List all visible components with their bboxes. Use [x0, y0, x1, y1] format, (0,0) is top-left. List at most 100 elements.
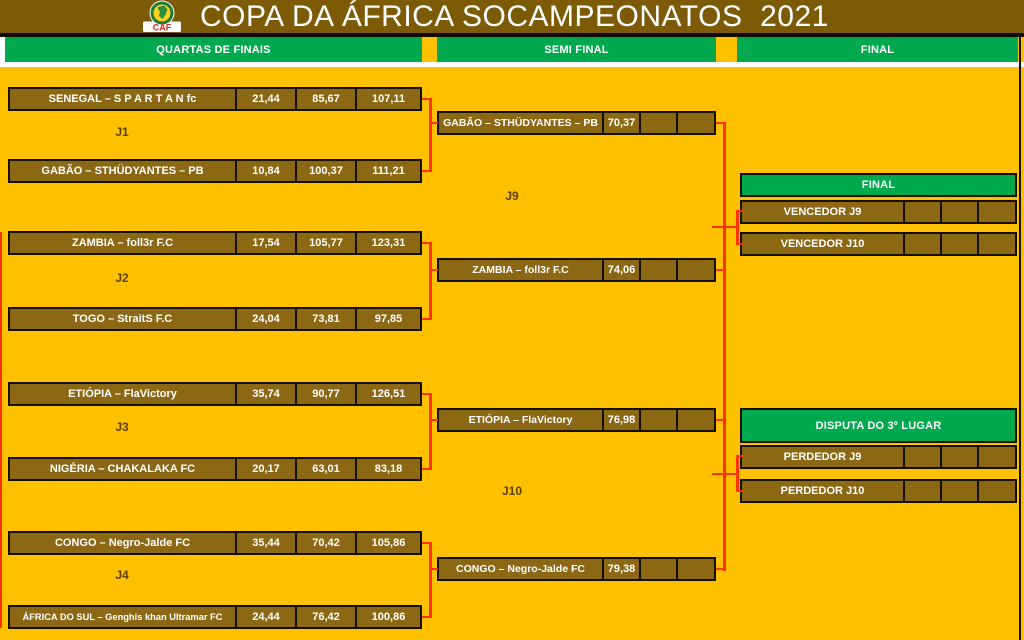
empty-score-cell[interactable] [676, 559, 714, 579]
match-row[interactable]: GABÃO – STHÜDYANTES – PB 70,37 [437, 111, 716, 135]
round-label[interactable]: J10 [501, 484, 523, 498]
score-cell[interactable]: 10,84 [235, 161, 295, 181]
placeholder-team-cell[interactable]: VENCEDOR J10 [780, 238, 865, 250]
team-name-cell[interactable]: NIGÉRIA – CHAKALAKA FC [49, 463, 196, 475]
empty-score-cell[interactable] [977, 447, 1015, 467]
bracket-connector-line [422, 542, 431, 544]
match-row[interactable]: ÁFRICA DO SUL – Genghis khan Ultramar FC… [8, 605, 422, 629]
empty-score-cell[interactable] [977, 234, 1015, 254]
bracket-connector-line [432, 568, 438, 570]
team-name-cell[interactable]: GABÃO – STHÜDYANTES – PB [443, 117, 598, 129]
match-row[interactable]: ETIÓPIA – FlaVictory 35,74 90,77 126,51 [8, 382, 422, 406]
placeholder-team-cell[interactable]: VENCEDOR J9 [783, 206, 862, 218]
bracket-connector-line [432, 419, 438, 421]
score-cell[interactable]: 100,37 [295, 161, 355, 181]
bracket-connector-line [422, 242, 431, 244]
team-name-cell[interactable]: TOGO – StraitS F.C [72, 313, 173, 325]
final-row[interactable]: VENCEDOR J9 [740, 200, 1017, 224]
score-cell[interactable]: 35,44 [235, 533, 295, 553]
team-name-cell[interactable]: ETIÓPIA – FlaVictory [468, 414, 573, 426]
score-cell[interactable]: 74,06 [602, 260, 639, 280]
score-cell[interactable]: 97,85 [355, 309, 420, 329]
score-cell[interactable]: 70,42 [295, 533, 355, 553]
score-cell[interactable]: 24,44 [235, 607, 295, 627]
score-cell[interactable]: 100,86 [355, 607, 420, 627]
header-underline [0, 62, 1024, 67]
bracket-connector-line [736, 210, 739, 245]
score-cell[interactable]: 20,17 [235, 459, 295, 479]
score-cell[interactable]: 73,81 [295, 309, 355, 329]
third-place-row[interactable]: PERDEDOR J10 [740, 479, 1017, 503]
match-row[interactable]: GABÃO – STHÜDYANTES – PB 10,84 100,37 11… [8, 159, 422, 183]
sheet-left-border [0, 232, 2, 628]
team-name-cell[interactable]: SENEGAL – S P A R T A N fc [48, 93, 197, 105]
empty-score-cell[interactable] [639, 260, 676, 280]
bracket-connector-line [422, 616, 431, 618]
empty-score-cell[interactable] [940, 447, 977, 467]
empty-score-cell[interactable] [940, 202, 977, 222]
placeholder-team-cell[interactable]: PERDEDOR J9 [783, 451, 862, 463]
placeholder-team-cell[interactable]: PERDEDOR J10 [780, 485, 865, 497]
score-cell[interactable]: 21,44 [235, 89, 295, 109]
score-cell[interactable]: 107,11 [355, 89, 420, 109]
match-row[interactable]: SENEGAL – S P A R T A N fc 21,44 85,67 1… [8, 87, 422, 111]
empty-score-cell[interactable] [940, 481, 977, 501]
final-box-header[interactable]: FINAL [740, 173, 1017, 197]
bracket-connector-line [422, 170, 431, 172]
round-label[interactable]: J1 [115, 125, 129, 139]
final-row[interactable]: VENCEDOR J10 [740, 232, 1017, 256]
round-label[interactable]: J9 [505, 189, 519, 203]
empty-score-cell[interactable] [676, 410, 714, 430]
empty-score-cell[interactable] [639, 410, 676, 430]
empty-score-cell[interactable] [903, 447, 940, 467]
match-row[interactable]: TOGO – StraitS F.C 24,04 73,81 97,85 [8, 307, 422, 331]
team-name-cell[interactable]: ZAMBIA – foll3r F.C [472, 264, 569, 276]
empty-score-cell[interactable] [977, 481, 1015, 501]
score-cell[interactable]: 24,04 [235, 309, 295, 329]
score-cell[interactable]: 83,18 [355, 459, 420, 479]
round-label[interactable]: J3 [115, 420, 129, 434]
third-place-row[interactable]: PERDEDOR J9 [740, 445, 1017, 469]
team-name-cell[interactable]: ZAMBIA – foll3r F.C [71, 237, 174, 249]
score-cell[interactable]: 123,31 [355, 233, 420, 253]
team-name-cell[interactable]: GABÃO – STHÜDYANTES – PB [41, 165, 204, 177]
match-row[interactable]: ZAMBIA – foll3r F.C 17,54 105,77 123,31 [8, 231, 422, 255]
third-place-box-header[interactable]: DISPUTA DO 3º LUGAR [740, 408, 1017, 443]
score-cell[interactable]: 76,98 [602, 410, 639, 430]
match-row[interactable]: ZAMBIA – foll3r F.C 74,06 [437, 258, 716, 282]
score-cell[interactable]: 126,51 [355, 384, 420, 404]
match-row[interactable]: CONGO – Negro-Jalde FC 35,44 70,42 105,8… [8, 531, 422, 555]
empty-score-cell[interactable] [903, 234, 940, 254]
score-cell[interactable]: 17,54 [235, 233, 295, 253]
empty-score-cell[interactable] [903, 481, 940, 501]
score-cell[interactable]: 85,67 [295, 89, 355, 109]
score-cell[interactable]: 70,37 [602, 113, 639, 133]
team-name-cell[interactable]: ETIÓPIA – FlaVictory [68, 388, 177, 400]
empty-score-cell[interactable] [639, 113, 676, 133]
empty-score-cell[interactable] [676, 113, 714, 133]
score-cell[interactable]: 76,42 [295, 607, 355, 627]
header-semifinal[interactable]: SEMI FINAL [437, 37, 716, 62]
empty-score-cell[interactable] [676, 260, 714, 280]
round-label[interactable]: J4 [115, 568, 129, 582]
team-name-cell[interactable]: CONGO – Negro-Jalde FC [54, 537, 191, 549]
header-final[interactable]: FINAL [737, 37, 1018, 62]
score-cell[interactable]: 35,74 [235, 384, 295, 404]
empty-score-cell[interactable] [940, 234, 977, 254]
match-row[interactable]: ETIÓPIA – FlaVictory 76,98 [437, 408, 716, 432]
score-cell[interactable]: 79,38 [602, 559, 639, 579]
score-cell[interactable]: 111,21 [355, 161, 420, 181]
empty-score-cell[interactable] [639, 559, 676, 579]
team-name-cell[interactable]: ÁFRICA DO SUL – Genghis khan Ultramar FC [22, 612, 223, 622]
score-cell[interactable]: 105,77 [295, 233, 355, 253]
match-row[interactable]: NIGÉRIA – CHAKALAKA FC 20,17 63,01 83,18 [8, 457, 422, 481]
empty-score-cell[interactable] [903, 202, 940, 222]
score-cell[interactable]: 105,86 [355, 533, 420, 553]
round-label[interactable]: J2 [115, 271, 129, 285]
match-row[interactable]: CONGO – Negro-Jalde FC 79,38 [437, 557, 716, 581]
empty-score-cell[interactable] [977, 202, 1015, 222]
header-quartas[interactable]: QUARTAS DE FINAIS [5, 37, 422, 62]
score-cell[interactable]: 63,01 [295, 459, 355, 479]
team-name-cell[interactable]: CONGO – Negro-Jalde FC [456, 563, 585, 575]
score-cell[interactable]: 90,77 [295, 384, 355, 404]
